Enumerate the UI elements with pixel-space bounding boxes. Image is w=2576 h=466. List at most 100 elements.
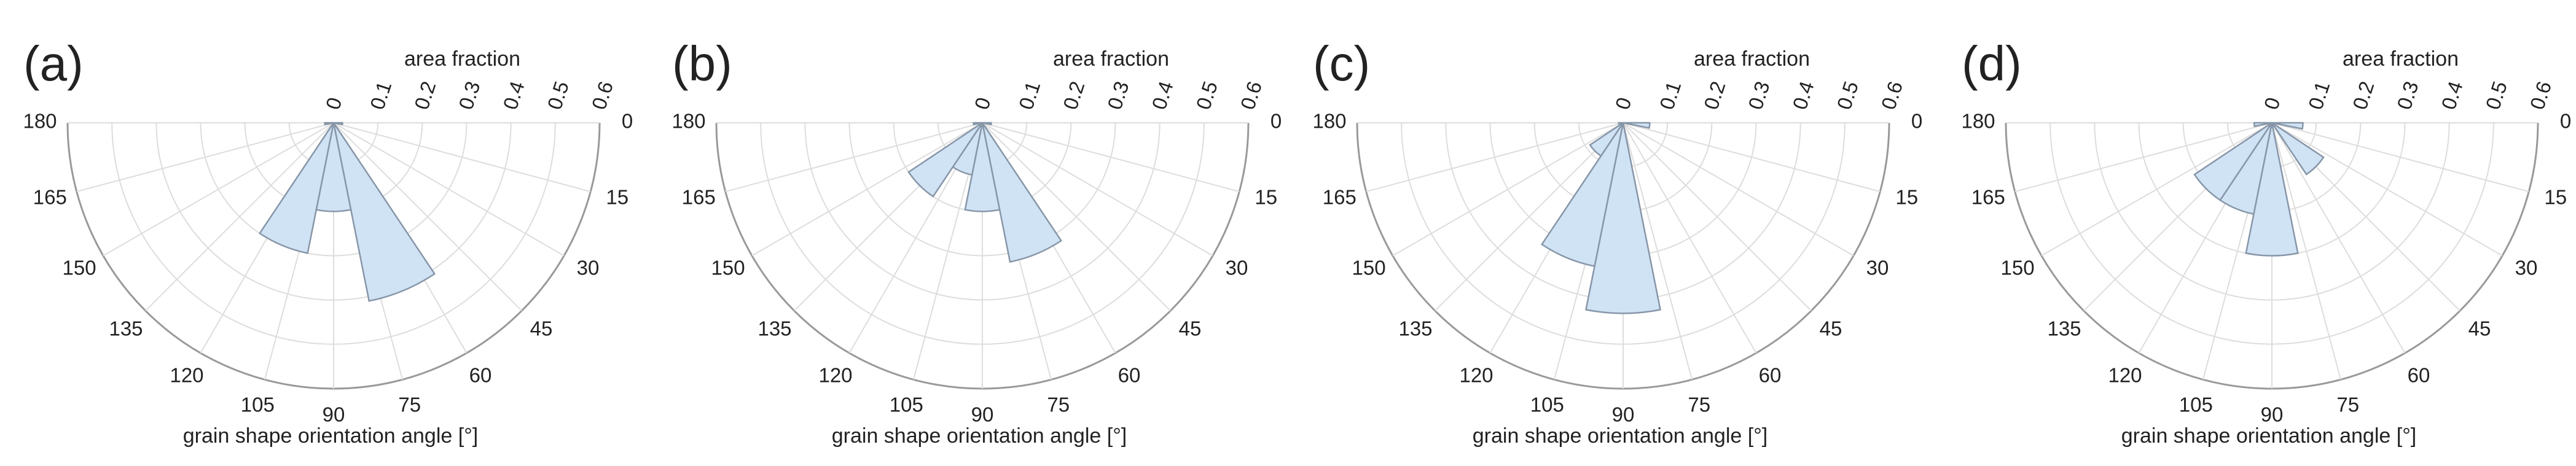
- radial-label: area fraction: [404, 47, 520, 71]
- theta-tick-label: 45: [530, 317, 553, 340]
- grid-spoke: [1623, 122, 1693, 380]
- bar: [973, 122, 983, 126]
- bar: [2253, 122, 2273, 128]
- grid-spoke: [145, 122, 334, 311]
- grid-spoke: [1435, 122, 1624, 311]
- r-tick-label: 0.6: [1236, 79, 1266, 112]
- bar: [332, 122, 436, 302]
- theta-tick-label: 30: [1866, 257, 1889, 279]
- r-tick-label: 0.1: [1655, 79, 1685, 112]
- r-tick-label: 0.6: [587, 79, 617, 112]
- theta-tick-label: 120: [818, 364, 852, 387]
- grid-spoke: [333, 122, 565, 257]
- grid-spoke: [1623, 122, 1812, 311]
- bar: [2245, 122, 2299, 257]
- grid-spoke: [2271, 122, 2406, 354]
- angle-label: grain shape orientation angle [°]: [832, 424, 1127, 448]
- theta-tick-label: 120: [1459, 364, 1493, 387]
- theta-tick-label: 105: [890, 393, 923, 416]
- r-tick-label: 0.4: [2437, 79, 2467, 112]
- panel-title: (b): [672, 36, 732, 91]
- r-tick-label: 0: [970, 95, 995, 112]
- bar: [982, 122, 992, 126]
- r-tick-label: 0.2: [410, 79, 440, 112]
- grid-spoke: [1623, 122, 1757, 354]
- panel: 0 0.1 0.2 0.3 0.4 0.5 0.6015304560759010512013…: [671, 36, 1282, 448]
- theta-tick-label: 180: [1961, 110, 1995, 133]
- theta-tick-label: 0: [622, 110, 633, 133]
- angle-label: grain shape orientation angle [°]: [183, 424, 478, 448]
- bar: [333, 122, 343, 126]
- r-tick-label: 0: [1611, 95, 1636, 112]
- r-tick-label: 0.1: [366, 79, 396, 112]
- grid-spoke: [1392, 122, 1624, 257]
- theta-tick-label: 90: [2261, 403, 2284, 426]
- bar: [981, 122, 1063, 263]
- r-tick-label: 0.3: [1744, 79, 1774, 112]
- theta-tick-label: 15: [1895, 185, 1918, 208]
- theta-tick-label: 60: [1759, 364, 1782, 387]
- grid-spoke: [76, 122, 334, 193]
- panel: 0 0.1 0.2 0.3 0.4 0.5 0.6015304560759010512013…: [1312, 36, 1922, 448]
- theta-tick-label: 135: [2047, 317, 2081, 340]
- grid-spoke: [2271, 122, 2342, 380]
- theta-tick-label: 30: [577, 257, 600, 279]
- r-tick-label: 0.6: [1877, 79, 1907, 112]
- theta-tick-label: 45: [1179, 317, 1202, 340]
- theta-tick-label: 165: [1323, 185, 1357, 208]
- theta-tick-label: 15: [2544, 185, 2567, 208]
- theta-tick-label: 165: [682, 185, 716, 208]
- theta-tick-label: 150: [711, 257, 745, 279]
- grid-spoke: [2041, 122, 2273, 257]
- r-tick-label: 0.3: [1103, 79, 1133, 112]
- theta-tick-label: 75: [398, 393, 421, 416]
- radial-label: area fraction: [1694, 47, 1810, 71]
- r-tick-label: 0: [321, 95, 346, 112]
- grid-spoke: [982, 122, 1171, 311]
- bar: [907, 122, 984, 198]
- grid-spoke: [725, 122, 983, 193]
- theta-tick-label: 45: [2468, 317, 2491, 340]
- r-tick-label: 0.6: [2526, 79, 2556, 112]
- r-tick-label: 0.3: [454, 79, 484, 112]
- bar: [1623, 122, 1651, 129]
- r-tick-label: 0.4: [1788, 79, 1818, 112]
- theta-tick-label: 0: [2560, 110, 2571, 133]
- theta-tick-label: 150: [63, 257, 96, 279]
- r-tick-label: 0.4: [1147, 79, 1177, 112]
- theta-tick-label: 135: [758, 317, 791, 340]
- grid-spoke: [2014, 122, 2273, 193]
- panel: 0 0.1 0.2 0.3 0.4 0.5 0.6015304560759010512013…: [1961, 36, 2571, 448]
- bar: [2271, 122, 2304, 130]
- theta-tick-label: 105: [2179, 393, 2213, 416]
- theta-tick-label: 150: [2001, 257, 2035, 279]
- grid-spoke: [982, 122, 1213, 257]
- r-tick-label: 0.5: [1192, 79, 1222, 112]
- bar: [1589, 122, 1624, 157]
- theta-tick-label: 30: [1226, 257, 1248, 279]
- r-tick-label: 0.5: [543, 79, 573, 112]
- bar: [2193, 122, 2273, 201]
- grid-spoke: [2271, 122, 2503, 257]
- theta-tick-label: 45: [1820, 317, 1842, 340]
- bar: [964, 122, 1001, 212]
- theta-tick-label: 0: [1911, 110, 1922, 133]
- grid-spoke: [333, 122, 591, 193]
- radial-label: area fraction: [1053, 47, 1169, 71]
- theta-tick-label: 15: [606, 185, 628, 208]
- theta-tick-label: 15: [1255, 185, 1277, 208]
- r-tick-label: 0: [2260, 95, 2285, 112]
- panel-title: (d): [1962, 36, 2022, 91]
- r-tick-label: 0.1: [2304, 79, 2334, 112]
- theta-tick-label: 75: [1047, 393, 1070, 416]
- r-tick-label: 0.4: [498, 79, 528, 112]
- angle-label: grain shape orientation angle [°]: [2121, 424, 2416, 448]
- r-tick-label: 0.5: [1833, 79, 1863, 112]
- theta-tick-label: 180: [23, 110, 57, 133]
- r-tick-label: 0.1: [1014, 79, 1044, 112]
- theta-tick-label: 165: [33, 185, 67, 208]
- grid-spoke: [103, 122, 334, 257]
- theta-tick-label: 105: [1530, 393, 1564, 416]
